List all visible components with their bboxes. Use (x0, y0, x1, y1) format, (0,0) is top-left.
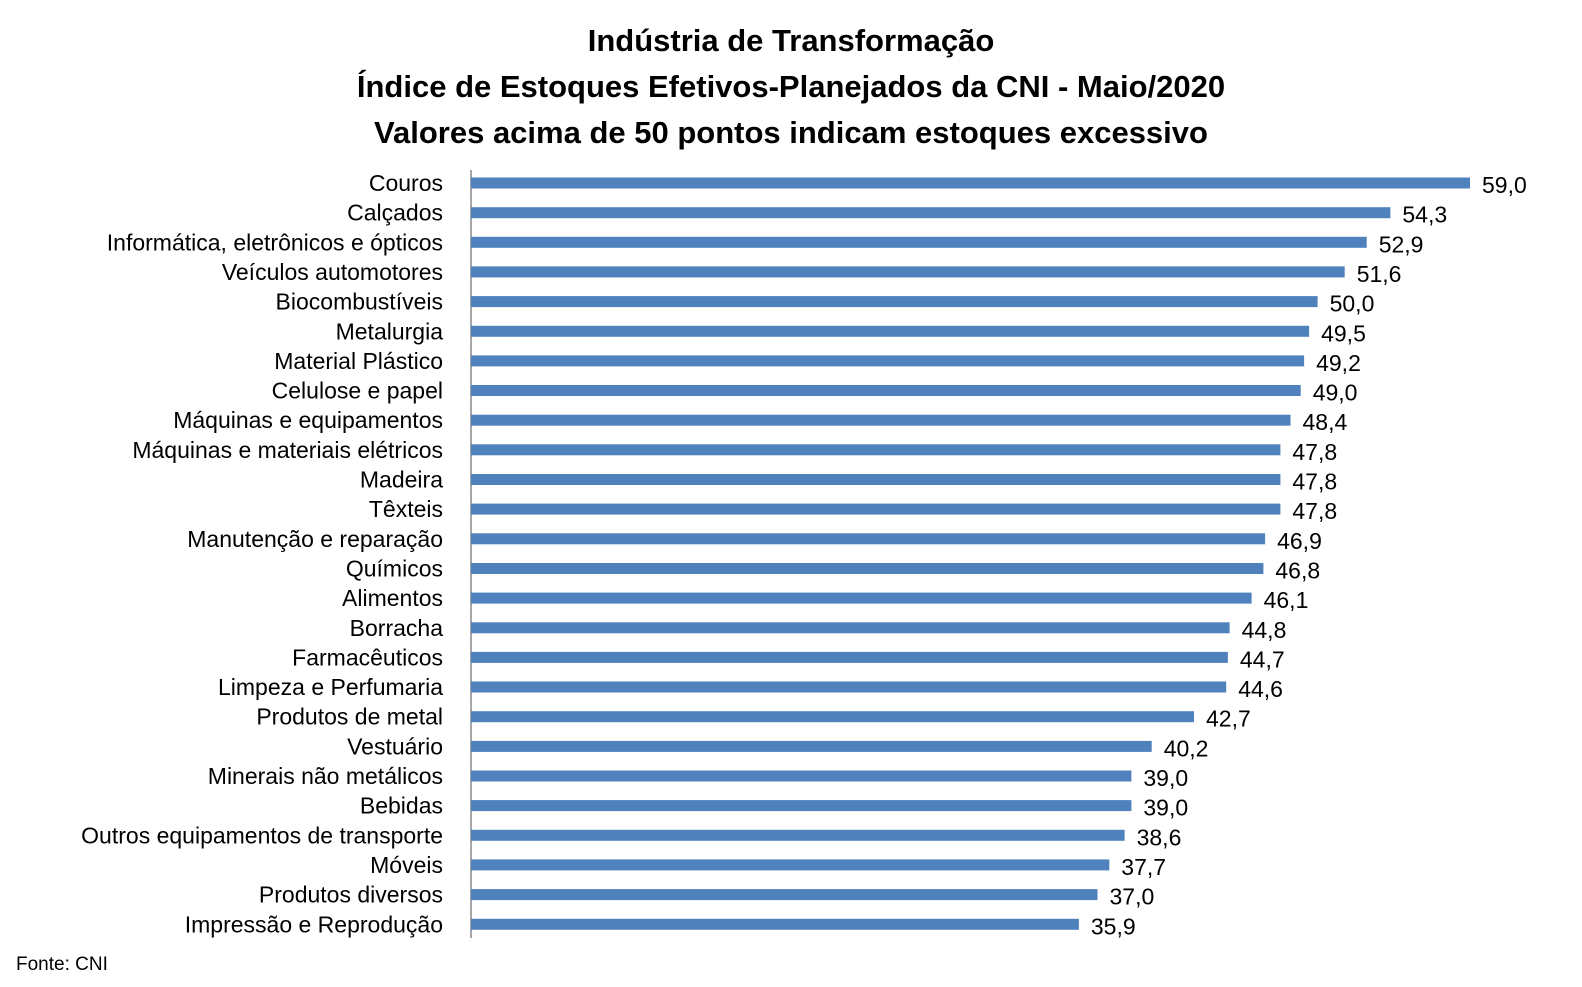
value-label: 44,6 (1238, 676, 1283, 702)
category-label: Minerais não metálicos (208, 763, 443, 789)
value-label: 42,7 (1206, 706, 1251, 732)
bar (471, 681, 1227, 693)
source-note: Fonte: CNI (16, 954, 108, 975)
category-label: Máquinas e equipamentos (173, 407, 443, 433)
bar (471, 207, 1391, 219)
bar (471, 800, 1132, 812)
bars-group: Couros 59,0 Calçados 54,3 Informática, eletr… (81, 170, 1527, 939)
category-label: Couros (369, 170, 443, 196)
category-label: Móveis (370, 852, 443, 878)
value-label: 52,9 (1379, 231, 1424, 257)
bar (471, 355, 1305, 367)
bar (471, 444, 1281, 456)
bar (471, 889, 1098, 901)
value-label: 49,0 (1313, 380, 1358, 406)
bar (471, 385, 1301, 396)
value-label: 37,0 (1110, 884, 1155, 910)
value-label: 59,0 (1482, 172, 1527, 198)
category-label: Biocombustíveis (276, 289, 443, 315)
category-label: Produtos de metal (256, 704, 443, 730)
category-label: Bebidas (360, 793, 443, 819)
category-label: Alimentos (342, 585, 443, 611)
category-label: Metalurgia (336, 318, 444, 344)
value-label: 47,8 (1292, 439, 1337, 465)
bar (471, 829, 1125, 841)
value-label: 38,6 (1137, 824, 1182, 850)
value-label: 50,0 (1330, 291, 1375, 317)
chart-title-line-1: Indústria de Transformação (587, 23, 995, 58)
value-label: 54,3 (1402, 202, 1447, 228)
bar (471, 711, 1194, 723)
category-label: Impressão e Reprodução (185, 911, 443, 937)
category-label: Borracha (350, 615, 444, 641)
value-label: 49,5 (1321, 320, 1366, 346)
chart-title: Indústria de Transformação Índice de Est… (0, 18, 1582, 156)
category-label: Limpeza e Perfumaria (218, 674, 443, 700)
bar (471, 918, 1079, 930)
value-label: 47,8 (1292, 498, 1337, 524)
bar (471, 859, 1110, 871)
category-label: Informática, eletrônicos e ópticos (107, 229, 443, 255)
bar (471, 622, 1230, 634)
value-label: 46,9 (1277, 528, 1322, 554)
value-label: 48,4 (1303, 409, 1348, 435)
category-label: Máquinas e materiais elétricos (132, 437, 443, 463)
category-label: Farmacêuticos (292, 644, 443, 670)
value-label: 39,0 (1143, 765, 1188, 791)
category-label: Químicos (346, 556, 443, 582)
category-label: Calçados (347, 200, 443, 226)
bar (471, 740, 1152, 752)
bar (471, 414, 1291, 426)
category-label: Outros equipamentos de transporte (81, 822, 443, 848)
value-label: 39,0 (1143, 795, 1188, 821)
category-label: Vestuário (347, 733, 443, 759)
value-label: 40,2 (1164, 735, 1209, 761)
bar (471, 533, 1266, 545)
value-label: 46,8 (1275, 558, 1320, 584)
chart-title-line-3: Valores acima de 50 pontos indicam estoq… (374, 115, 1208, 150)
category-label: Produtos diversos (259, 882, 443, 908)
category-label: Manutenção e reparação (187, 526, 443, 552)
value-label: 37,7 (1121, 854, 1166, 880)
bar (471, 266, 1345, 278)
value-label: 44,7 (1240, 646, 1285, 672)
bar (471, 651, 1228, 663)
bar (471, 563, 1264, 574)
bar (471, 592, 1252, 604)
bar (471, 770, 1132, 782)
bar (471, 503, 1281, 515)
category-label: Celulose e papel (272, 378, 443, 404)
chart-title-line-2: Índice de Estoques Efetivos-Planejados d… (356, 69, 1226, 104)
value-label: 47,8 (1292, 469, 1337, 495)
bar (471, 474, 1281, 485)
bar (471, 236, 1367, 248)
category-label: Madeira (360, 467, 443, 493)
bar (471, 177, 1470, 189)
value-label: 49,2 (1316, 350, 1361, 376)
bar (471, 296, 1318, 308)
bar (471, 325, 1310, 337)
category-label: Material Plástico (274, 348, 443, 374)
value-label: 44,8 (1242, 617, 1287, 643)
category-label: Veículos automotores (222, 259, 443, 285)
value-label: 35,9 (1091, 913, 1136, 939)
category-label: Têxteis (369, 496, 443, 522)
value-label: 46,1 (1264, 587, 1309, 613)
value-label: 51,6 (1357, 261, 1402, 287)
